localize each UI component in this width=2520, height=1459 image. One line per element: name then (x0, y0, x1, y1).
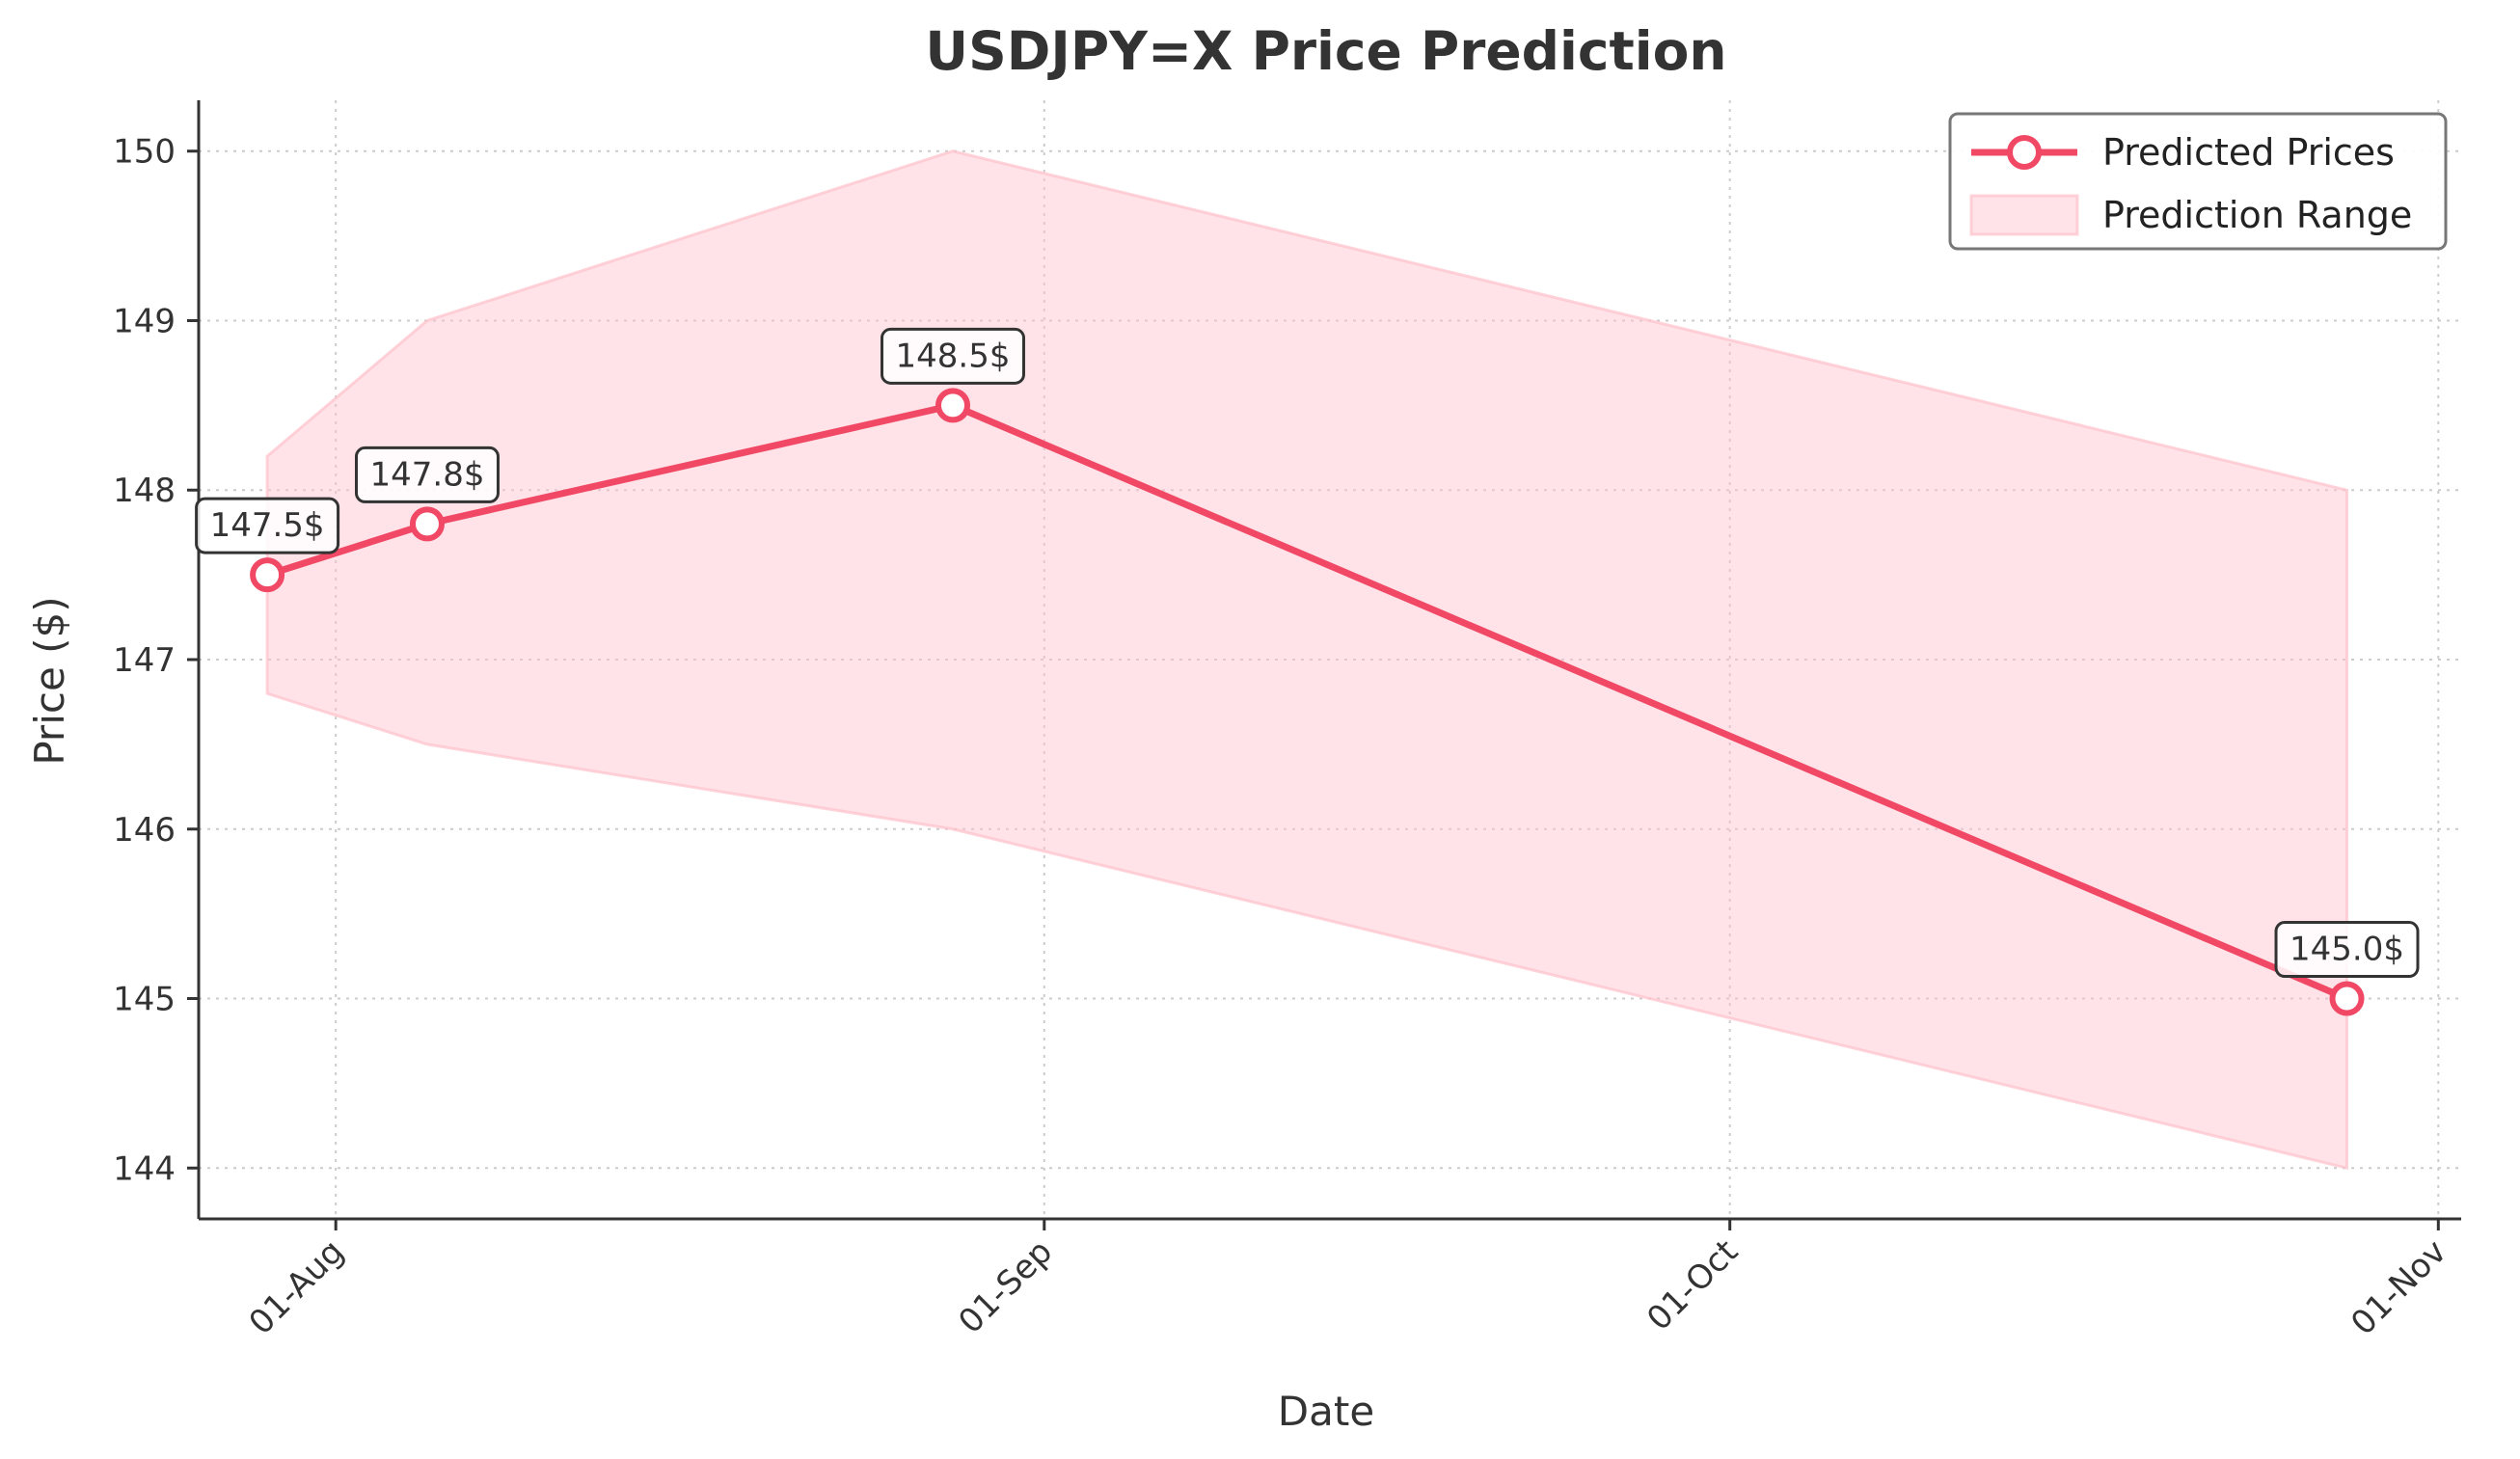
data-label: 147.5$ (195, 497, 340, 554)
y-tick-label: 144 (113, 1149, 176, 1188)
y-tick-label: 146 (113, 811, 176, 850)
predicted-price-point (2329, 981, 2365, 1016)
data-label-text: 147.5$ (210, 506, 325, 545)
y-tick-label: 145 (113, 981, 176, 1019)
data-label-box (195, 497, 340, 554)
predicted-price-point (935, 388, 970, 423)
predicted-price-point (409, 506, 445, 542)
legend: Predicted Prices Prediction Range (1948, 112, 2448, 251)
legend-label-prediction-range: Prediction Range (2102, 194, 2412, 236)
data-label-box (2274, 921, 2420, 979)
data-label-box (881, 327, 1025, 385)
x-tick-label: 01-Nov (2344, 1232, 2453, 1342)
y-tick-label: 147 (113, 641, 176, 680)
data-labels: 147.5$ 147.8$ 148.5$ 145.0$ (195, 327, 2420, 979)
predicted-prices-line-group (250, 388, 2365, 1016)
x-tick-label: 01-Aug (242, 1232, 352, 1342)
x-tick-label: 01-Oct (1639, 1232, 1746, 1338)
predicted-prices-line (263, 401, 2351, 1003)
x-axis-label: Date (1278, 1388, 1374, 1435)
y-tick-label: 148 (113, 472, 176, 510)
prediction-range-band (265, 149, 2349, 1171)
data-label: 148.5$ (881, 327, 1025, 385)
legend-band-swatch (1969, 194, 2079, 236)
data-label-text: 148.5$ (896, 337, 1011, 375)
data-label-text: 147.8$ (369, 455, 484, 494)
chart-title: USDJPY=X Price Prediction (925, 20, 1726, 82)
x-tick-label: 01-Sep (951, 1232, 1060, 1341)
y-tick-label: 149 (113, 302, 176, 340)
y-axis-label: Price ($) (26, 596, 73, 765)
y-tick-label: 150 (113, 133, 176, 172)
data-label: 145.0$ (2274, 921, 2420, 979)
data-label-text: 145.0$ (2290, 931, 2404, 969)
legend-box (1948, 112, 2448, 251)
data-label-box (354, 446, 500, 503)
prediction-range-band-group (265, 149, 2349, 1171)
predicted-price-point (250, 557, 285, 593)
legend-label-predicted-prices: Predicted Prices (2102, 131, 2395, 174)
legend-marker-swatch (2007, 135, 2042, 170)
data-label: 147.8$ (354, 446, 500, 503)
